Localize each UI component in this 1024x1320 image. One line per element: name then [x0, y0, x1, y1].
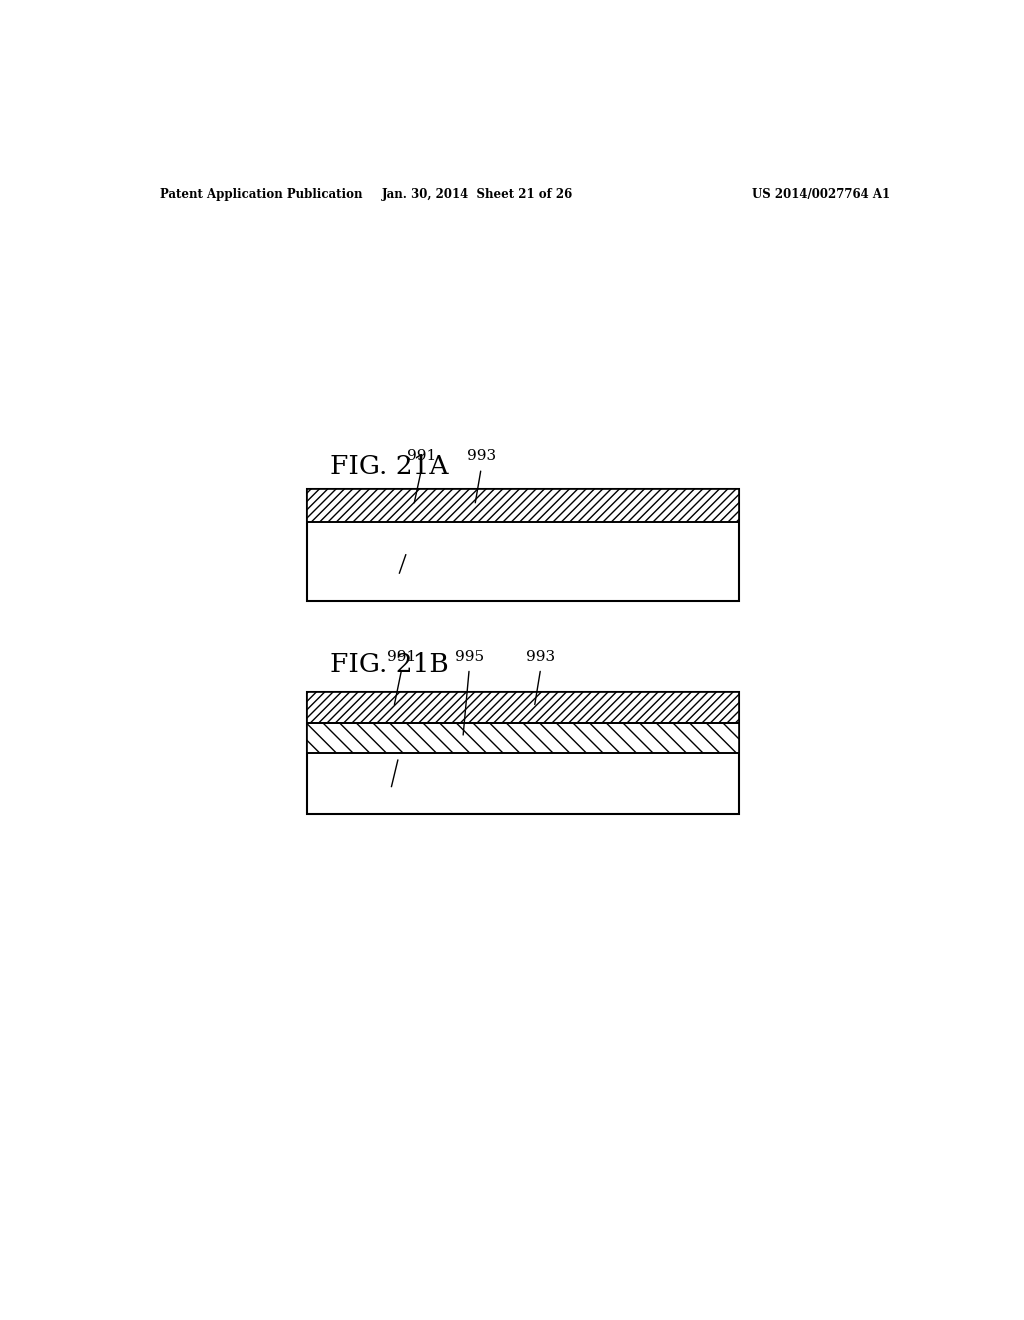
- Text: 991: 991: [387, 649, 417, 664]
- Bar: [306, 692, 739, 722]
- Text: 995: 995: [455, 649, 483, 664]
- Bar: [306, 488, 739, 523]
- Text: US 2014/0027764 A1: US 2014/0027764 A1: [752, 189, 890, 202]
- Text: 993: 993: [467, 449, 496, 463]
- Text: Patent Application Publication: Patent Application Publication: [160, 189, 362, 202]
- Bar: [306, 722, 739, 752]
- Bar: [306, 692, 739, 814]
- Bar: [306, 722, 739, 752]
- Bar: [306, 488, 739, 523]
- Text: 993: 993: [526, 649, 555, 664]
- Text: FIG. 21B: FIG. 21B: [331, 652, 450, 677]
- Text: Jan. 30, 2014  Sheet 21 of 26: Jan. 30, 2014 Sheet 21 of 26: [382, 189, 572, 202]
- Bar: [306, 488, 739, 601]
- Text: 991: 991: [407, 449, 436, 463]
- Text: FIG. 21A: FIG. 21A: [331, 454, 449, 479]
- Bar: [306, 692, 739, 722]
